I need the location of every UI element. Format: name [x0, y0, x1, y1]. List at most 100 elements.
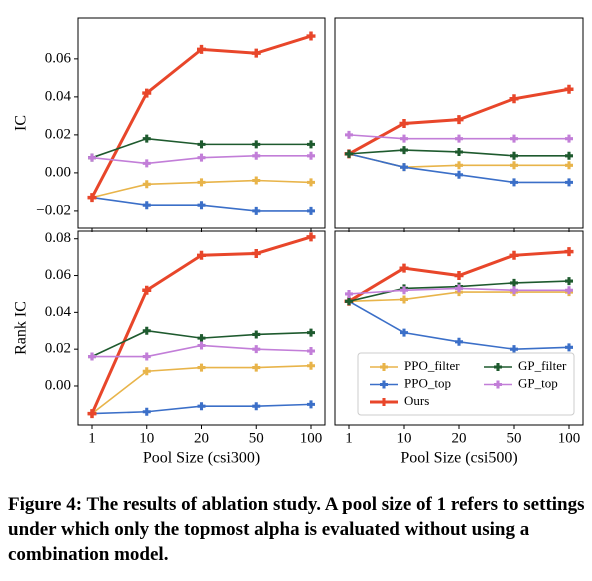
point-marker: [252, 363, 261, 372]
point-marker: [252, 402, 261, 411]
point-marker: [142, 159, 151, 168]
point-marker: [307, 361, 315, 370]
y-tick-label: 0.04: [45, 88, 72, 104]
x-tick-label: 50: [507, 430, 522, 446]
point-marker: [87, 193, 97, 203]
x-tick-label: 10: [139, 430, 154, 446]
point-marker: [252, 176, 261, 185]
legend-label: GP_top: [518, 375, 558, 390]
point-marker: [197, 44, 206, 54]
legend-label: PPO_top: [404, 375, 451, 390]
point-marker: [197, 402, 206, 411]
point-marker: [400, 163, 408, 172]
point-marker: [454, 271, 464, 281]
point-marker: [252, 330, 261, 339]
point-marker: [400, 146, 408, 155]
x-axis-label: Pool Size (csi500): [400, 450, 517, 467]
point-marker: [455, 337, 463, 346]
y-tick-label: 0.02: [45, 341, 71, 357]
legend-marker: [380, 380, 388, 389]
point-marker: [306, 232, 316, 242]
point-marker: [509, 94, 519, 104]
y-axis-label: Rank IC: [13, 301, 30, 355]
point-marker: [142, 201, 151, 210]
point-marker: [307, 206, 315, 215]
point-marker: [307, 151, 315, 160]
point-marker: [400, 134, 408, 143]
point-marker: [345, 130, 353, 139]
y-tick-label: 0.06: [45, 267, 72, 283]
legend-marker: [494, 363, 502, 371]
point-marker: [565, 161, 573, 170]
series-line: [90, 235, 312, 415]
legend-marker: [494, 380, 502, 389]
point-marker: [307, 400, 315, 409]
point-marker: [307, 347, 315, 356]
point-marker: [142, 326, 151, 335]
point-marker: [399, 118, 409, 128]
point-marker: [197, 153, 206, 162]
point-marker: [142, 134, 151, 143]
point-marker: [565, 277, 573, 286]
point-marker: [197, 201, 206, 210]
point-marker: [509, 250, 519, 260]
point-marker: [564, 247, 574, 257]
point-marker: [510, 134, 518, 143]
x-tick-label: 100: [300, 430, 323, 446]
y-tick-label: 0.00: [45, 377, 71, 393]
y-tick-label: 0.04: [45, 304, 72, 320]
x-tick-label: 100: [558, 430, 581, 446]
point-marker: [455, 170, 463, 179]
point-marker: [197, 140, 206, 149]
point-marker: [565, 343, 573, 352]
x-tick-label: 50: [249, 430, 264, 446]
point-marker: [565, 151, 573, 160]
y-tick-label: 0.02: [45, 126, 71, 142]
point-marker: [307, 140, 315, 149]
point-marker: [307, 328, 315, 337]
point-marker: [510, 178, 518, 187]
point-marker: [252, 140, 261, 149]
point-marker: [142, 367, 151, 376]
y-tick-label: 0.08: [45, 230, 71, 246]
x-tick-label: 1: [345, 430, 353, 446]
point-marker: [252, 151, 261, 160]
point-marker: [400, 328, 408, 337]
point-marker: [306, 31, 316, 41]
point-marker: [455, 284, 463, 293]
point-marker: [88, 352, 96, 361]
point-marker: [252, 345, 261, 354]
point-marker: [197, 250, 206, 260]
point-marker: [142, 180, 151, 189]
legend-label: GP_filter: [518, 358, 567, 373]
point-marker: [197, 178, 206, 187]
y-tick-label: 0.06: [45, 50, 72, 66]
point-marker: [565, 286, 573, 295]
y-tick-label: −0.02: [36, 202, 71, 218]
point-marker: [142, 407, 151, 416]
point-marker: [142, 285, 152, 295]
point-marker: [142, 352, 151, 361]
point-marker: [345, 289, 353, 298]
point-marker: [455, 147, 463, 156]
point-marker: [510, 161, 518, 170]
x-tick-label: 1: [88, 430, 96, 446]
figure: −0.02 0.00 0.02 0.04 0.06 IC 1 10 20 50 100 0.00 0.0…: [13, 17, 584, 467]
point-marker: [455, 134, 463, 143]
point-marker: [345, 149, 353, 158]
point-marker: [251, 48, 261, 58]
legend-box: [357, 352, 575, 416]
point-marker: [510, 278, 518, 287]
legend-marker: [380, 363, 388, 371]
point-marker: [197, 334, 206, 343]
x-tick-label: 20: [194, 430, 209, 446]
point-marker: [510, 286, 518, 295]
y-tick-label: 0.00: [45, 164, 71, 180]
point-marker: [454, 115, 464, 125]
point-marker: [455, 161, 463, 170]
x-axis-label: Pool Size (csi300): [143, 450, 260, 467]
point-marker: [197, 341, 206, 350]
y-axis-label: IC: [13, 115, 30, 131]
point-marker: [197, 363, 206, 372]
